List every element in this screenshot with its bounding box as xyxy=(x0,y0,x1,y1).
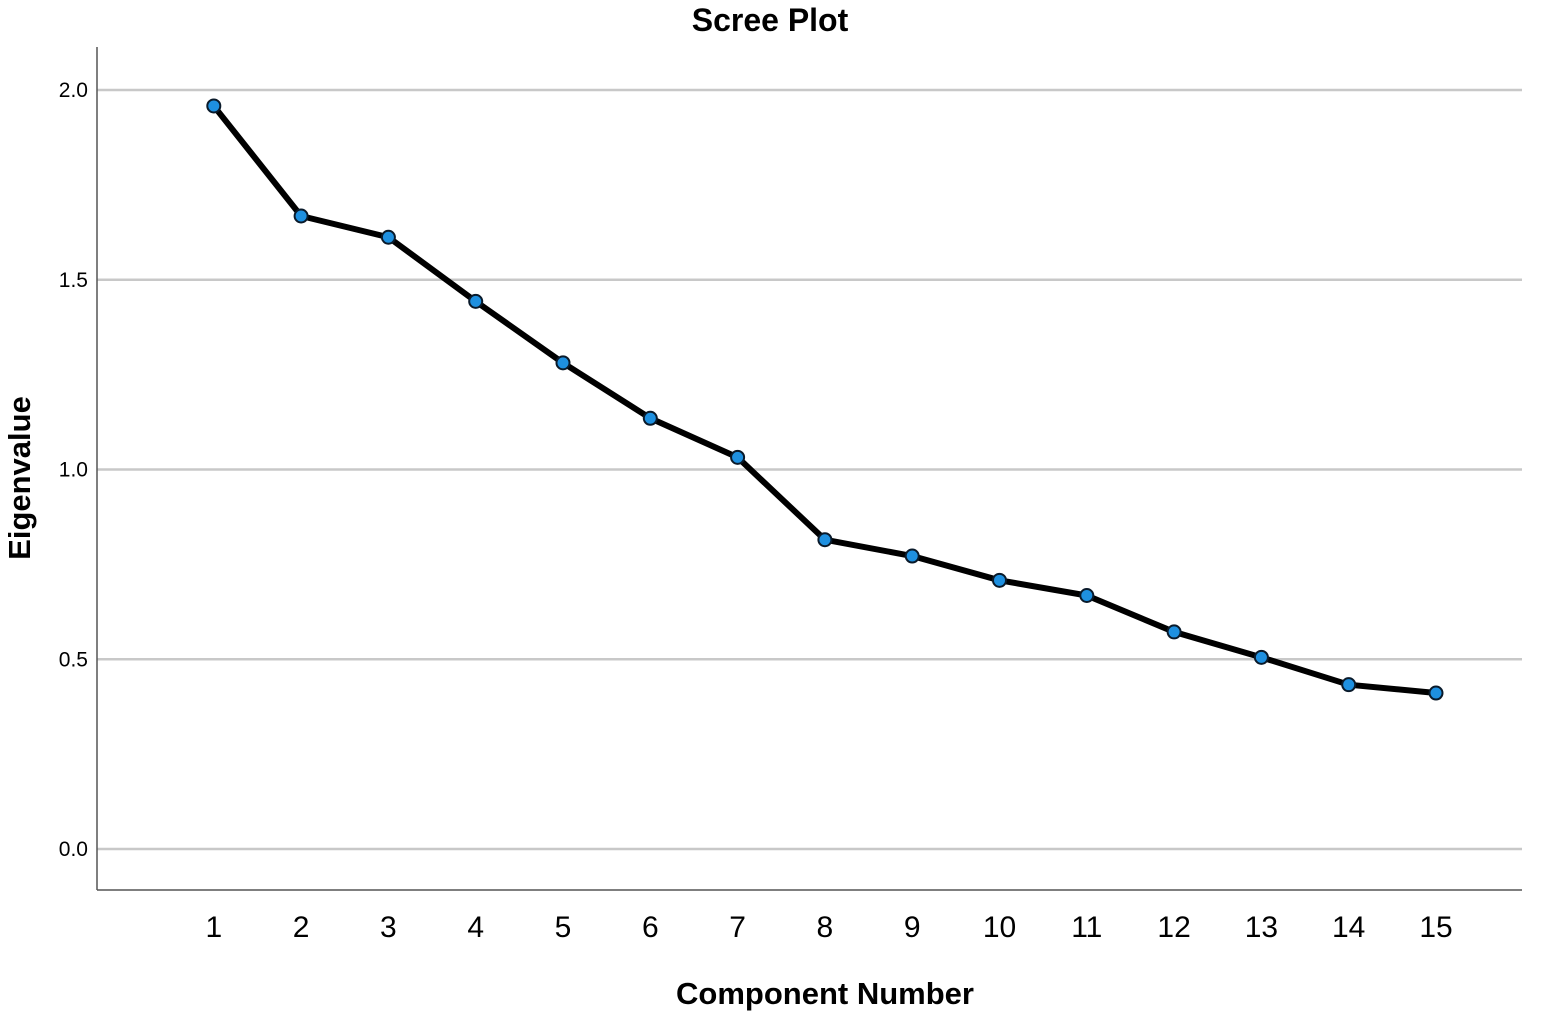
x-tick-label-4: 5 xyxy=(555,911,572,944)
chart-title: Scree Plot xyxy=(692,2,849,38)
x-tick-label-6: 7 xyxy=(729,911,746,944)
data-point-5 xyxy=(555,355,571,371)
data-point-14 xyxy=(1341,677,1357,693)
x-tick-label-2: 3 xyxy=(380,911,397,944)
data-point-6 xyxy=(642,410,658,426)
gridlines xyxy=(97,88,1522,851)
data-point-8 xyxy=(817,532,833,548)
x-axis-title: Component Number xyxy=(676,976,974,1011)
y-tick-label-2: 1.0 xyxy=(59,459,88,482)
y-axis-title: Eigenvalue xyxy=(2,396,37,560)
x-tick-label-1: 2 xyxy=(293,911,310,944)
x-tick-label-9: 10 xyxy=(983,911,1016,944)
x-tick-label-3: 4 xyxy=(467,911,484,944)
data-point-10 xyxy=(992,572,1007,588)
x-tick-label-7: 8 xyxy=(817,911,834,944)
y-tick-label-0: 0.0 xyxy=(59,838,88,861)
data-point-15 xyxy=(1428,685,1444,701)
data-point-2 xyxy=(293,208,309,224)
y-tick-labels: 0.0 0.5 1.0 1.5 2.0 xyxy=(59,79,88,861)
data-point-1 xyxy=(206,98,222,114)
data-point-11 xyxy=(1079,587,1095,603)
x-tick-label-12: 13 xyxy=(1245,911,1278,944)
data-point-3 xyxy=(380,229,396,245)
data-point-7 xyxy=(730,449,746,465)
x-tick-label-10: 11 xyxy=(1071,911,1102,944)
x-tick-label-8: 9 xyxy=(904,911,921,944)
x-tick-label-14: 15 xyxy=(1419,911,1452,944)
x-tick-label-5: 6 xyxy=(642,911,659,944)
y-tick-label-3: 1.5 xyxy=(59,269,88,292)
data-point-13 xyxy=(1253,649,1269,665)
x-tick-label-13: 14 xyxy=(1332,911,1365,944)
y-tick-label-4: 2.0 xyxy=(59,79,88,102)
axes xyxy=(96,47,1522,891)
data-point-9 xyxy=(904,548,920,564)
x-tick-label-11: 12 xyxy=(1157,911,1190,944)
data-point-4 xyxy=(468,293,484,309)
x-tick-labels: 1 2 3 4 5 6 7 8 9 10 11 12 13 14 15 xyxy=(205,911,1452,944)
x-tick-label-0: 1 xyxy=(205,911,222,944)
series-line xyxy=(210,102,1439,697)
series-eigenvalue xyxy=(206,98,1444,701)
y-tick-label-1: 0.5 xyxy=(59,648,88,671)
data-point-12 xyxy=(1166,624,1182,640)
